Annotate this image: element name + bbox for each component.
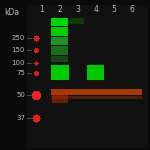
Text: 5: 5 [112,6,116,15]
Text: 250: 250 [12,35,25,41]
Text: 4: 4 [94,6,98,15]
Text: 1: 1 [40,6,44,15]
Text: 75: 75 [16,70,25,76]
Text: kDa: kDa [4,8,20,17]
Text: 3: 3 [76,6,80,15]
Text: 50: 50 [16,92,25,98]
Text: 6: 6 [130,6,134,15]
Text: 37: 37 [16,115,25,121]
Text: 150: 150 [12,47,25,53]
Text: 100: 100 [12,60,25,66]
Text: 2: 2 [58,6,62,15]
